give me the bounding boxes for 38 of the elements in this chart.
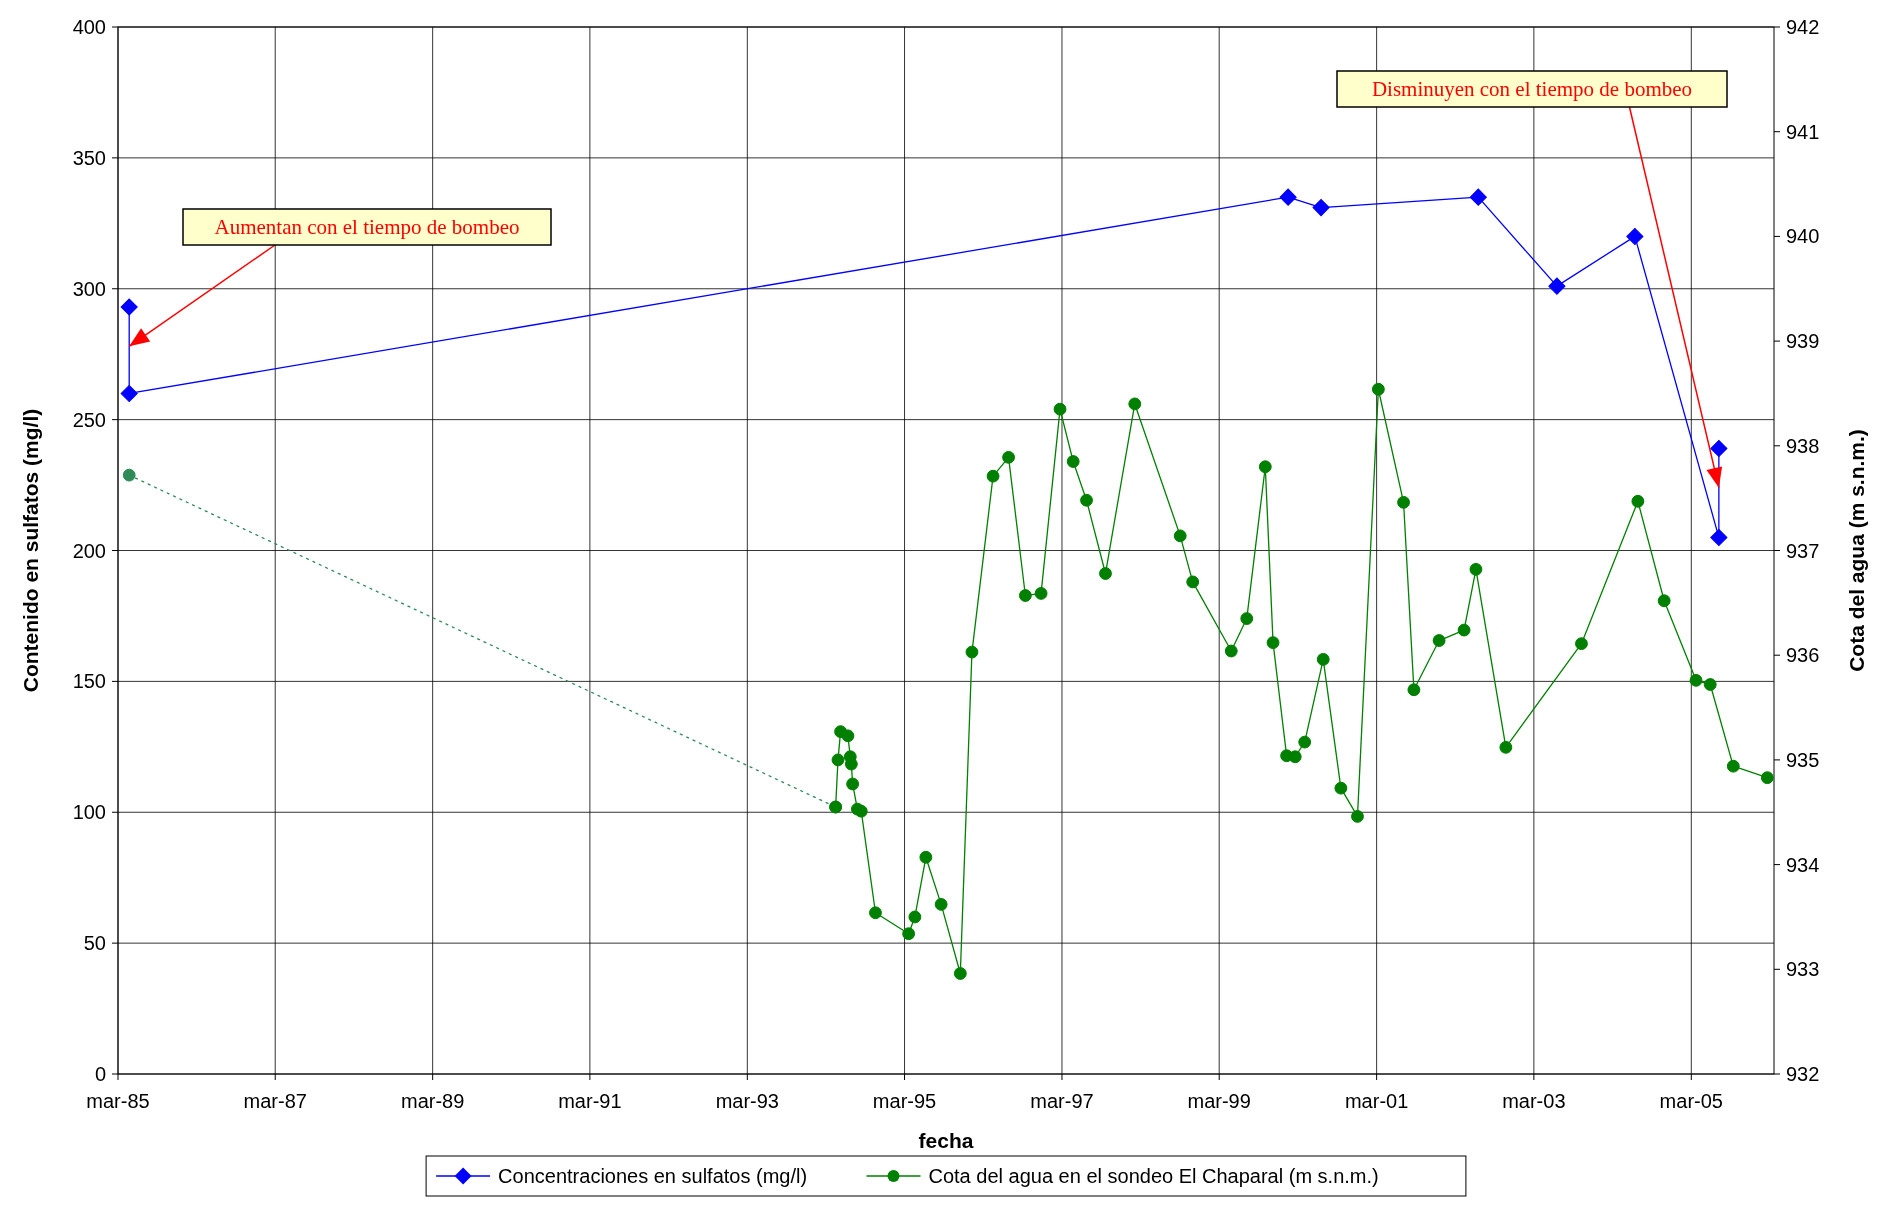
x-tick-label: mar-97 xyxy=(1030,1090,1094,1112)
y2-tick-label: 941 xyxy=(1786,120,1820,143)
annotation: Disminuyen con el tiempo de bombeo xyxy=(1371,77,1693,101)
x-tick-label: mar-87 xyxy=(243,1090,307,1112)
y2-tick-label: 937 xyxy=(1786,539,1820,562)
y2-tick-label: 934 xyxy=(1786,853,1820,876)
y2-tick-label: 938 xyxy=(1786,434,1820,457)
y-tick-label: 100 xyxy=(72,801,106,824)
y2-tick-label: 940 xyxy=(1786,225,1820,248)
y2-tick-label: 936 xyxy=(1786,644,1820,667)
y-tick-label: 400 xyxy=(72,16,106,38)
y-tick-label: 350 xyxy=(72,146,106,169)
y2-axis-title: Cota del agua (m s.n.m.) xyxy=(1845,429,1868,672)
annotation: Aumentan con el tiempo de bombeo xyxy=(214,215,520,239)
x-tick-label: mar-95 xyxy=(872,1090,937,1112)
x-tick-label: mar-89 xyxy=(400,1090,465,1112)
legend-label: Concentraciones en sulfatos (mg/l) xyxy=(498,1165,808,1187)
y-tick-label: 200 xyxy=(72,539,106,562)
y-tick-label: 50 xyxy=(83,932,106,955)
y-tick-label: 300 xyxy=(72,277,106,300)
y-tick-label: 150 xyxy=(72,670,106,693)
y-tick-label: 250 xyxy=(72,408,106,431)
y-axis-title: Contenido en sulfatos (mg/l) xyxy=(19,408,42,693)
y2-tick-label: 942 xyxy=(1786,16,1820,38)
y2-tick-label: 939 xyxy=(1786,330,1820,353)
y2-tick-label: 933 xyxy=(1786,958,1820,981)
x-axis-title: fecha xyxy=(918,1129,974,1152)
x-tick-label: mar-05 xyxy=(1659,1090,1723,1112)
x-tick-label: mar-99 xyxy=(1187,1090,1251,1112)
x-tick-label: mar-93 xyxy=(715,1090,779,1112)
x-tick-label: mar-03 xyxy=(1502,1090,1566,1112)
y2-tick-label: 935 xyxy=(1786,748,1820,771)
x-tick-label: mar-85 xyxy=(86,1090,150,1112)
y-tick-label: 0 xyxy=(94,1063,106,1085)
legend-label: Cota del agua en el sondeo El Chaparal (m s.n.m.) xyxy=(928,1165,1379,1187)
x-tick-label: mar-91 xyxy=(558,1090,622,1112)
x-tick-label: mar-01 xyxy=(1344,1090,1409,1112)
y2-tick-label: 932 xyxy=(1786,1063,1820,1085)
